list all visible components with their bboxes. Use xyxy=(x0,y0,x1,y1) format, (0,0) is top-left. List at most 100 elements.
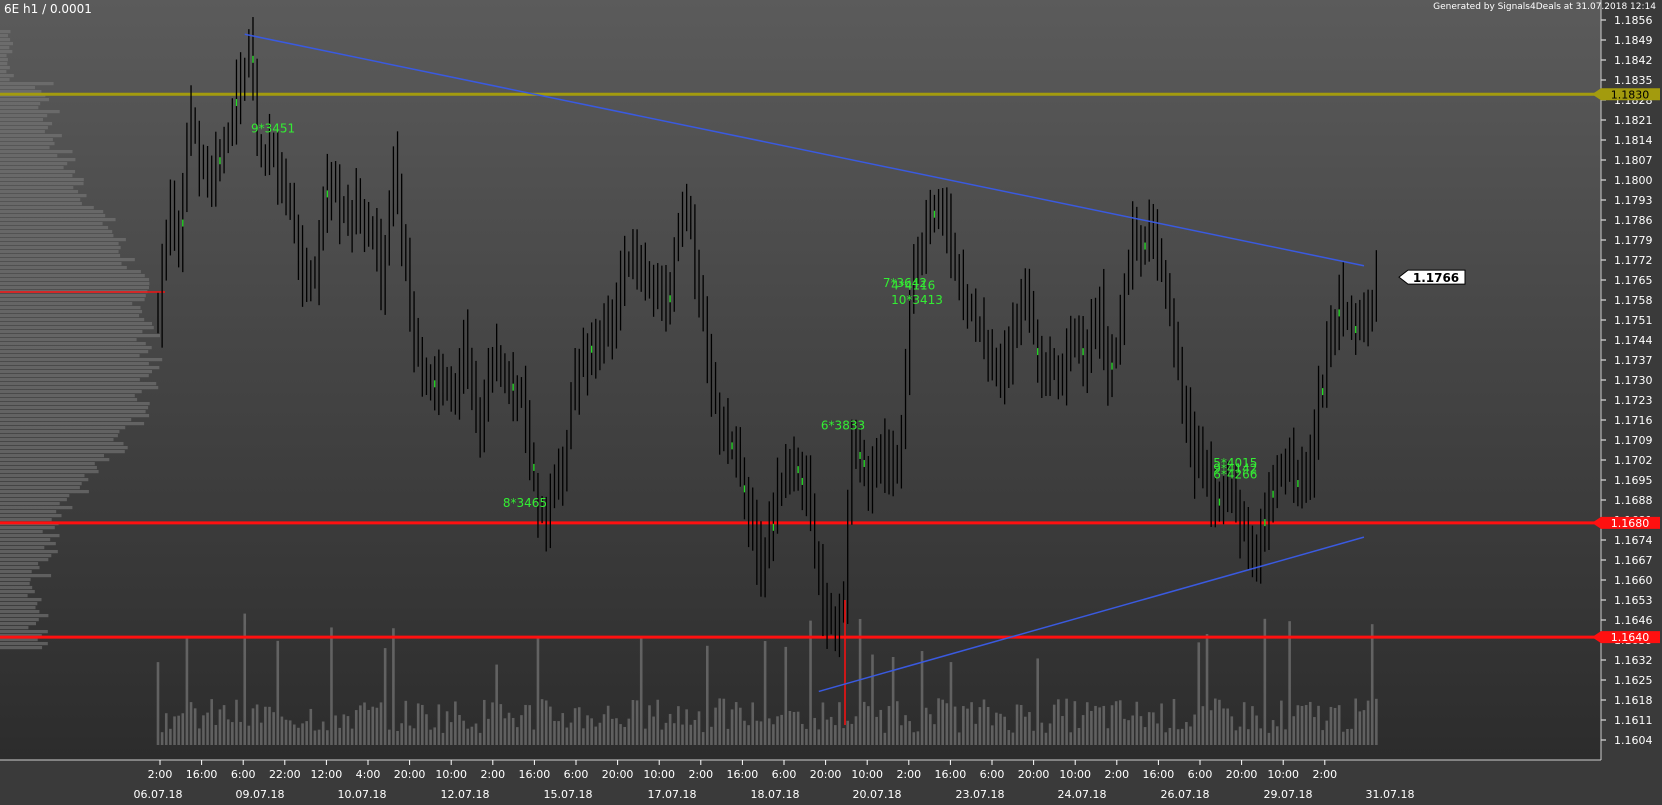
volume-profile-bar xyxy=(0,34,8,38)
volume-profile-bar xyxy=(0,354,140,358)
volume-bar xyxy=(986,707,990,745)
volume-bar xyxy=(1342,731,1345,745)
volume-profile-bar xyxy=(0,374,149,378)
volume-profile-bar xyxy=(0,446,128,450)
volume-bar xyxy=(292,724,296,745)
volume-bar xyxy=(1209,710,1213,745)
volume-profile-bar xyxy=(0,610,40,614)
volume-bar xyxy=(747,725,750,745)
volume-profile-bar xyxy=(0,478,89,482)
signal-label: 10*3413 xyxy=(891,293,943,307)
volume-bar xyxy=(1255,715,1258,745)
volume-bar xyxy=(346,716,350,745)
volume-bar xyxy=(181,713,185,745)
volume-bar xyxy=(412,728,416,745)
volume-bar xyxy=(214,724,218,745)
time-tick-label: 6:00 xyxy=(1188,768,1213,781)
volume-bar xyxy=(1271,720,1275,745)
volume-bar xyxy=(1329,706,1333,745)
volume-bar xyxy=(1147,712,1151,745)
volume-profile-bar xyxy=(0,410,146,414)
volume-bar xyxy=(776,716,779,745)
volume-bar xyxy=(1106,728,1110,745)
volume-profile-bar xyxy=(0,306,141,310)
volume-profile-bar xyxy=(0,642,48,646)
price-tick-label: 1.1793 xyxy=(1614,194,1653,207)
volume-bar xyxy=(681,724,684,745)
volume-bar xyxy=(396,730,399,745)
volume-profile-bar xyxy=(0,542,56,546)
volume-profile-bar xyxy=(0,562,39,566)
volume-bar xyxy=(970,702,973,745)
volume-profile-bar xyxy=(0,82,54,86)
volume-bar xyxy=(755,720,759,745)
volume-profile-bar xyxy=(0,250,119,254)
volume-bar xyxy=(685,709,688,745)
signal-label: 9*4142 xyxy=(1213,462,1257,476)
volume-profile-bar xyxy=(0,326,154,330)
volume-profile-bar xyxy=(0,330,143,334)
volume-bar xyxy=(1213,698,1217,745)
level-tag-label: 1.1640 xyxy=(1611,631,1650,644)
trendline xyxy=(818,536,1365,693)
volume-bar xyxy=(1139,716,1143,745)
volume-bar xyxy=(1024,716,1027,745)
last-price-tag xyxy=(1398,269,1466,285)
signal-label: 5*4015 xyxy=(1213,456,1257,470)
volume-bar xyxy=(718,698,721,745)
volume-profile-bar xyxy=(0,218,116,222)
volume-bar xyxy=(763,641,767,745)
volume-bar xyxy=(908,721,911,745)
volume-bar xyxy=(1180,728,1184,745)
volume-bar xyxy=(177,715,180,745)
volume-bar xyxy=(371,706,375,745)
volume-bar xyxy=(173,716,176,745)
time-tick-label: 4:00 xyxy=(356,768,381,781)
volume-bar xyxy=(1362,710,1366,745)
volume-profile-bar xyxy=(0,70,7,74)
volume-profile-bar xyxy=(0,590,35,594)
volume-bar xyxy=(1048,723,1052,745)
volume-profile-bar xyxy=(0,30,11,34)
volume-profile-bar xyxy=(0,58,8,62)
volume-bar xyxy=(400,723,403,745)
price-tick-label: 1.1835 xyxy=(1614,74,1653,87)
volume-profile-bar xyxy=(0,438,114,442)
volume-bar xyxy=(887,706,891,745)
volume-bar xyxy=(1358,711,1362,745)
volume-bar xyxy=(1123,718,1126,745)
volume-profile-bar xyxy=(0,574,52,578)
volume-profile-bar xyxy=(0,150,73,154)
volume-profile-bar xyxy=(0,114,48,118)
volume-bar xyxy=(656,699,660,745)
volume-bar xyxy=(1230,716,1234,745)
volume-profile-bar xyxy=(0,494,70,498)
volume-profile-bar xyxy=(0,366,160,370)
time-tick-label: 22:00 xyxy=(269,768,301,781)
volume-bar xyxy=(280,716,284,745)
volume-bar xyxy=(1143,727,1147,745)
volume-bar xyxy=(1052,704,1056,745)
time-tick-label: 16:00 xyxy=(727,768,759,781)
volume-profile-bar xyxy=(0,482,82,486)
volume-bar xyxy=(363,702,366,745)
volume-bar xyxy=(639,636,643,745)
volume-bar xyxy=(1118,700,1122,745)
volume-bar xyxy=(949,662,953,745)
price-tick-label: 1.1625 xyxy=(1614,674,1653,687)
date-label: 18.07.18 xyxy=(751,788,800,801)
volume-bar xyxy=(540,699,544,745)
volume-bar xyxy=(297,727,300,745)
volume-bar xyxy=(482,699,486,745)
volume-bar xyxy=(660,729,664,745)
time-tick-label: 6:00 xyxy=(980,768,1005,781)
price-tick-label: 1.1765 xyxy=(1614,274,1653,287)
volume-profile-bar xyxy=(0,578,31,582)
volume-profile-bar xyxy=(0,190,79,194)
volume-bar xyxy=(1036,658,1039,745)
volume-profile-bar xyxy=(0,550,58,554)
volume-profile-bar xyxy=(0,634,42,638)
volume-bar xyxy=(627,718,631,745)
volume-bar xyxy=(445,711,449,745)
